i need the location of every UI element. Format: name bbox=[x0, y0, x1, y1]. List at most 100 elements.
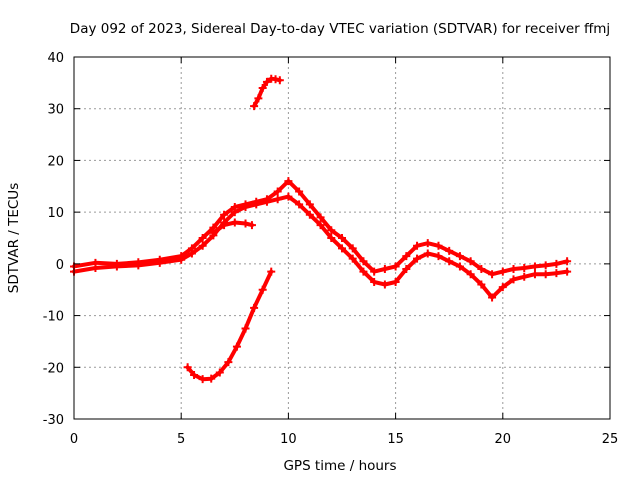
data-point bbox=[423, 249, 432, 258]
data-point bbox=[530, 270, 539, 279]
series-arc-high bbox=[250, 74, 284, 111]
data-point bbox=[563, 267, 572, 276]
data-point bbox=[530, 262, 539, 271]
data-point bbox=[488, 270, 497, 279]
data-point bbox=[552, 269, 561, 278]
data-point bbox=[380, 265, 389, 274]
y-tick-label: 10 bbox=[47, 206, 64, 221]
data-point bbox=[241, 324, 250, 333]
data-point bbox=[477, 280, 486, 289]
series-layer bbox=[70, 74, 572, 384]
data-point bbox=[273, 187, 282, 196]
grid-layer bbox=[74, 57, 610, 419]
data-point bbox=[541, 261, 550, 270]
x-tick-label: 10 bbox=[280, 432, 297, 447]
data-point bbox=[338, 234, 346, 242]
data-point bbox=[488, 293, 497, 302]
data-point bbox=[250, 102, 259, 111]
y-axis-label: SDTVAR / TECUs bbox=[6, 183, 22, 293]
data-point bbox=[190, 371, 199, 380]
data-point bbox=[402, 252, 411, 261]
data-point bbox=[215, 368, 224, 377]
data-point bbox=[563, 257, 572, 266]
data-point bbox=[220, 210, 229, 219]
data-point bbox=[509, 275, 518, 284]
chart-title: Day 092 of 2023, Sidereal Day-to-day VTE… bbox=[70, 21, 610, 37]
data-point bbox=[466, 257, 475, 266]
data-point bbox=[445, 246, 454, 255]
data-point bbox=[198, 375, 207, 384]
data-point bbox=[198, 241, 207, 250]
data-point bbox=[252, 200, 261, 209]
data-point bbox=[258, 285, 267, 294]
data-point bbox=[466, 270, 475, 279]
x-tick-label: 25 bbox=[602, 432, 619, 447]
data-point bbox=[348, 254, 357, 263]
data-point bbox=[241, 202, 250, 211]
data-point bbox=[477, 265, 486, 274]
data-point bbox=[455, 262, 464, 271]
data-point bbox=[402, 265, 411, 274]
data-point bbox=[455, 252, 464, 261]
data-point bbox=[445, 257, 454, 266]
data-point bbox=[271, 75, 280, 84]
data-point bbox=[305, 200, 314, 209]
data-point bbox=[134, 261, 143, 270]
data-point bbox=[91, 263, 100, 272]
y-tick-label: -30 bbox=[43, 413, 64, 428]
data-point bbox=[273, 195, 282, 204]
data-point bbox=[338, 244, 346, 253]
data-point bbox=[305, 210, 314, 219]
data-point bbox=[155, 258, 164, 267]
data-point bbox=[498, 283, 507, 292]
data-point bbox=[498, 267, 507, 276]
plot-frame bbox=[73, 56, 611, 420]
data-point bbox=[183, 363, 192, 372]
y-tick-label: 40 bbox=[47, 51, 64, 66]
data-point bbox=[220, 221, 229, 230]
data-point bbox=[520, 263, 529, 272]
data-point bbox=[370, 277, 379, 286]
data-point bbox=[380, 280, 389, 289]
data-point bbox=[316, 221, 325, 230]
x-tick-label: 15 bbox=[387, 432, 404, 447]
x-tick-label: 20 bbox=[495, 432, 512, 447]
data-point bbox=[275, 76, 284, 85]
y-tick-label: 30 bbox=[47, 103, 64, 118]
data-point bbox=[187, 249, 196, 258]
series-arc-low bbox=[183, 267, 276, 384]
data-point bbox=[284, 177, 293, 186]
x-tick-label: 5 bbox=[177, 432, 185, 447]
tick-layer: 0 5 10 15 20 25 -30 -20 -10 0 10 20 30 40 bbox=[43, 51, 619, 447]
data-point bbox=[262, 77, 271, 86]
data-point bbox=[413, 254, 422, 263]
data-point bbox=[434, 241, 443, 250]
data-point bbox=[434, 252, 443, 261]
data-point bbox=[413, 241, 422, 250]
data-point bbox=[284, 192, 293, 201]
data-point bbox=[423, 239, 432, 248]
data-point bbox=[316, 213, 325, 222]
data-point bbox=[391, 277, 400, 286]
data-point bbox=[327, 226, 336, 235]
data-point bbox=[258, 84, 267, 93]
data-point bbox=[230, 208, 239, 217]
data-point bbox=[359, 267, 368, 276]
x-axis-label: GPS time / hours bbox=[283, 458, 396, 474]
data-point bbox=[267, 267, 276, 276]
series-arc-main-lower bbox=[70, 192, 572, 302]
data-point bbox=[207, 374, 216, 383]
data-point bbox=[295, 200, 304, 209]
data-point bbox=[509, 265, 518, 274]
series-arc-side bbox=[209, 218, 256, 237]
data-point bbox=[359, 257, 368, 266]
data-point bbox=[541, 270, 550, 279]
y-tick-label: -10 bbox=[43, 310, 64, 325]
data-point bbox=[370, 267, 379, 276]
data-point bbox=[520, 272, 529, 281]
data-point bbox=[552, 259, 561, 268]
data-point bbox=[198, 234, 207, 242]
data-point bbox=[295, 187, 304, 196]
